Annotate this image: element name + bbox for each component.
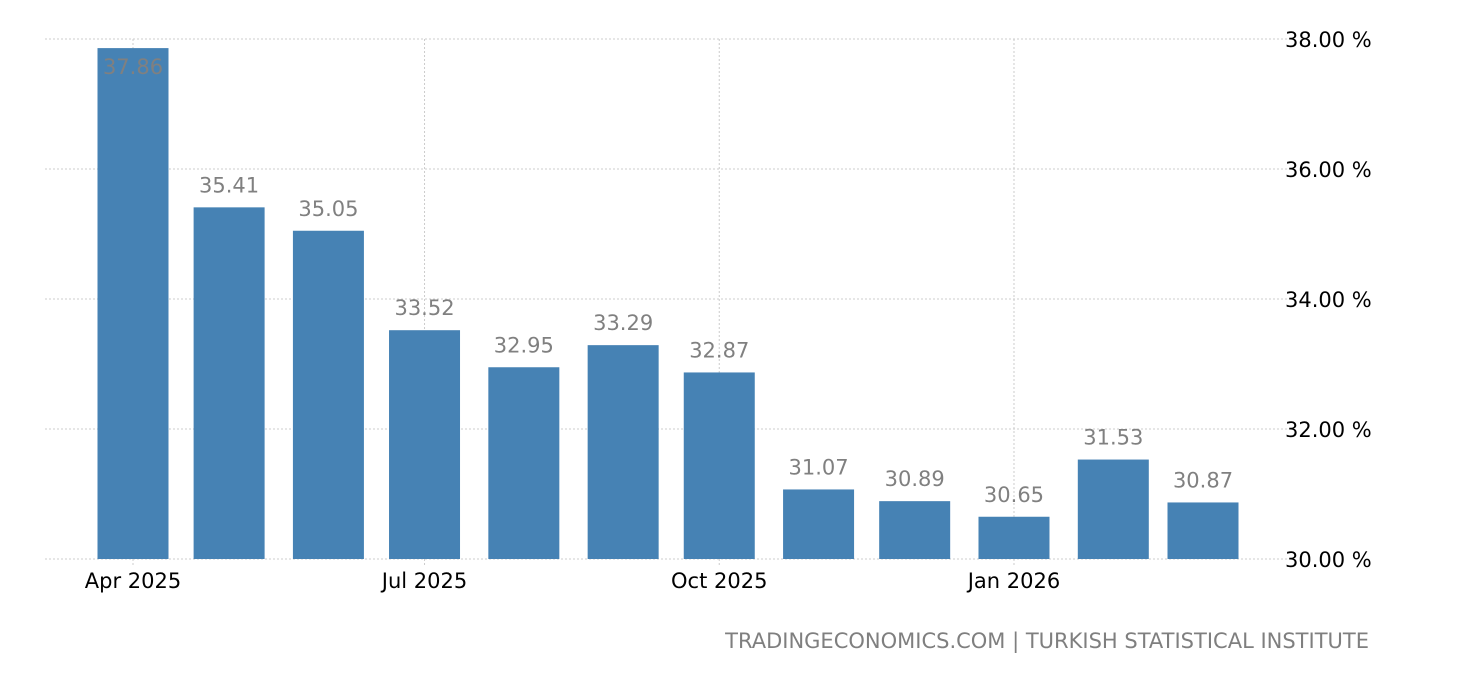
- bar: [1167, 502, 1239, 559]
- y-tick-label: 32.00 %: [1285, 418, 1372, 442]
- data-label: 37.86: [103, 55, 163, 79]
- bar: [488, 367, 560, 559]
- data-label: 30.65: [984, 483, 1044, 507]
- data-label: 33.52: [394, 296, 454, 320]
- data-label: 31.53: [1083, 426, 1143, 450]
- bar: [389, 330, 461, 559]
- data-label: 35.41: [199, 173, 259, 197]
- bar: [193, 207, 265, 559]
- x-tick-label: Jan 2026: [966, 569, 1061, 593]
- bar: [978, 516, 1050, 559]
- x-tick-label: Apr 2025: [85, 569, 181, 593]
- data-label: 31.07: [789, 455, 849, 479]
- data-label: 32.95: [494, 333, 554, 357]
- y-tick-label: 34.00 %: [1285, 288, 1372, 312]
- bar: [587, 345, 659, 559]
- data-label: 32.87: [689, 338, 749, 362]
- bar: [783, 489, 855, 559]
- bar: [1077, 459, 1149, 559]
- data-label: 33.29: [593, 311, 653, 335]
- y-tick-label: 38.00 %: [1285, 28, 1372, 52]
- data-label: 30.87: [1173, 468, 1233, 492]
- bar: [292, 230, 364, 559]
- x-tick-label: Oct 2025: [671, 569, 767, 593]
- data-label: 35.05: [298, 197, 358, 221]
- y-tick-label: 36.00 %: [1285, 158, 1372, 182]
- bar: [97, 48, 169, 559]
- bar: [879, 501, 951, 559]
- source-credit: TRADINGECONOMICS.COM | TURKISH STATISTIC…: [725, 629, 1369, 653]
- x-tick-label: Jul 2025: [380, 569, 467, 593]
- bar: [683, 372, 755, 559]
- data-label: 30.89: [885, 467, 945, 491]
- y-tick-label: 30.00 %: [1285, 548, 1372, 572]
